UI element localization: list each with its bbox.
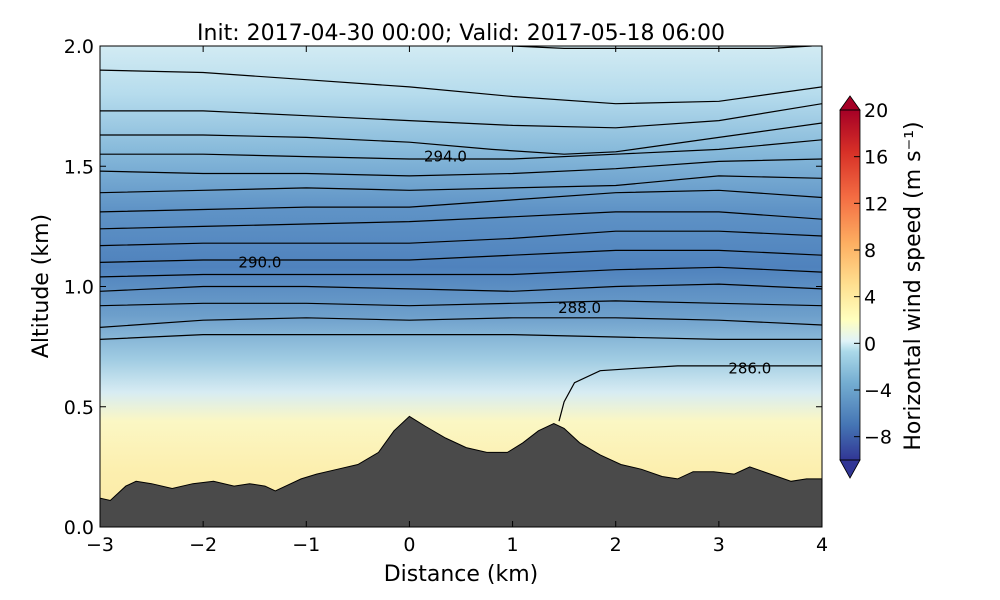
y-tick-label: 1.5 xyxy=(64,156,94,178)
y-axis-label: Altitude (km) xyxy=(29,214,54,358)
colorbar: 20 16 12 8 4 0 −4 −8 Horizontal wind speed (m s… xyxy=(839,95,926,479)
contour-line xyxy=(100,122,822,155)
contour-line xyxy=(100,283,822,292)
contour-line xyxy=(100,103,822,129)
contour-label: 294.0 xyxy=(424,148,467,166)
colorbar-tick-label: −4 xyxy=(864,380,892,402)
x-axis-label: Distance (km) xyxy=(384,562,539,587)
x-tick-label: 0 xyxy=(403,534,415,556)
contour-line xyxy=(100,189,822,213)
contour-line xyxy=(100,249,822,263)
colorbar-ticks: 20 16 12 8 4 0 −4 −8 xyxy=(854,100,892,449)
colorbar-tick-label: 12 xyxy=(864,193,888,215)
y-tick-label: 1.0 xyxy=(64,277,94,299)
x-tick-label: 4 xyxy=(816,534,828,556)
colorbar-gradient xyxy=(840,110,860,460)
colorbar-label: Horizontal wind speed (m s⁻¹) xyxy=(901,121,926,450)
contour-line xyxy=(100,175,822,194)
y-axis-ticks: 0.0 0.5 1.0 1.5 2.0 xyxy=(64,36,822,539)
contour-line xyxy=(512,46,812,49)
contour-line xyxy=(100,300,822,307)
colorbar-tick-label: −8 xyxy=(864,427,892,449)
x-tick-label: −1 xyxy=(292,534,320,556)
contour-line xyxy=(100,317,822,328)
y-tick-label: 0.5 xyxy=(64,397,94,419)
colorbar-tick-label: 16 xyxy=(864,147,888,169)
x-tick-label: −3 xyxy=(86,534,114,556)
theta-contours: 286.0 288.0 290.0 294.0 xyxy=(100,46,822,422)
contour-line xyxy=(100,158,822,177)
colorbar-tick-label: 20 xyxy=(864,100,888,122)
colorbar-tick-label: 4 xyxy=(864,287,876,309)
colorbar-top-extension xyxy=(839,95,861,111)
contour-line xyxy=(558,365,822,422)
contour-label: 290.0 xyxy=(238,253,281,271)
colorbar-frame xyxy=(839,109,861,461)
contour-label: 286.0 xyxy=(728,359,771,377)
x-tick-label: 2 xyxy=(610,534,622,556)
chart-title: Init: 2017-04-30 00:00; Valid: 2017-05-1… xyxy=(197,21,725,46)
terrain-layer xyxy=(100,415,822,527)
contour-line xyxy=(100,266,822,278)
terrain xyxy=(100,415,822,527)
x-axis-ticks: −3 −2 −1 0 1 2 3 4 xyxy=(86,46,828,556)
x-tick-label: 3 xyxy=(713,534,725,556)
x-tick-label: −2 xyxy=(189,534,217,556)
contour-line xyxy=(100,334,822,340)
y-tick-label: 0.0 xyxy=(64,517,94,539)
colorbar-tick-label: 0 xyxy=(864,333,876,355)
plot-area: 286.0 288.0 290.0 294.0 xyxy=(99,45,823,528)
colorbar-tick-label: 8 xyxy=(864,240,876,262)
contour-line xyxy=(100,139,822,160)
contour-line xyxy=(100,230,822,247)
contour-line xyxy=(100,211,822,230)
x-tick-label: 1 xyxy=(507,534,519,556)
colorbar-bottom-extension xyxy=(839,459,861,479)
contour-line xyxy=(100,69,822,105)
y-tick-label: 2.0 xyxy=(64,36,94,58)
contour-label: 288.0 xyxy=(558,299,601,317)
